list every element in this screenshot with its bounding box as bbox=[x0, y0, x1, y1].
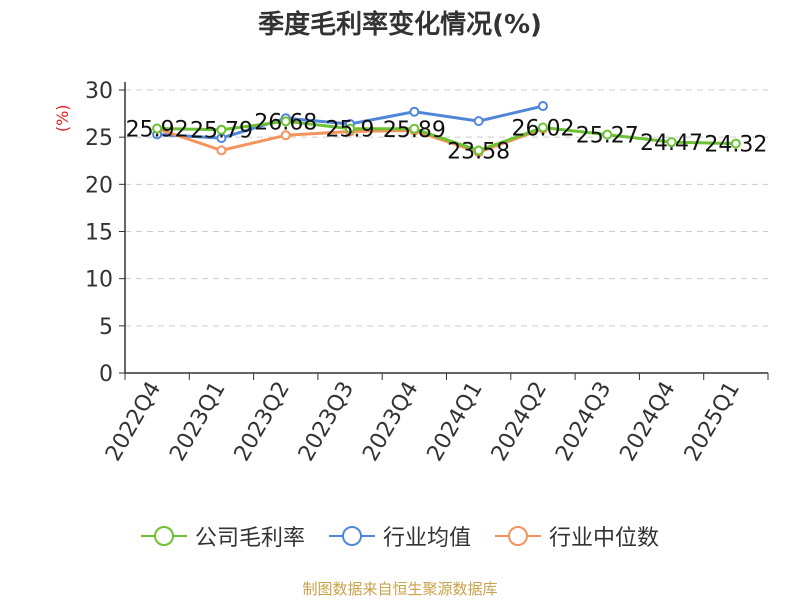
legend-item-industry-mean[interactable]: 行业均值 bbox=[328, 520, 471, 552]
data-point bbox=[473, 145, 484, 156]
data-point bbox=[537, 101, 548, 112]
y-axis-label: (%) bbox=[53, 104, 72, 132]
data-point bbox=[409, 123, 420, 134]
data-point bbox=[216, 124, 227, 135]
legend-label: 公司毛利率 bbox=[194, 526, 305, 551]
legend-line-icon bbox=[328, 526, 375, 546]
data-point bbox=[730, 138, 741, 149]
data-point bbox=[280, 116, 291, 127]
grid-lines bbox=[125, 89, 768, 327]
legend-line-icon bbox=[495, 526, 541, 546]
data-point bbox=[345, 123, 356, 134]
data-point bbox=[409, 106, 420, 117]
y-tick-label: 0 bbox=[99, 362, 113, 387]
y-tick-label: 10 bbox=[85, 268, 113, 293]
y-tick-label: 20 bbox=[85, 173, 113, 198]
data-point bbox=[473, 116, 484, 127]
data-point bbox=[666, 137, 677, 148]
data-point bbox=[602, 129, 613, 140]
x-tick-label: 2024Q3 bbox=[551, 378, 616, 466]
data-label: 25.79 bbox=[190, 119, 253, 144]
data-label: 25.27 bbox=[576, 124, 639, 149]
data-point bbox=[280, 130, 291, 141]
x-tick-label: 2023Q1 bbox=[165, 378, 230, 466]
legend: 公司毛利率 行业均值 行业中位数 bbox=[0, 520, 800, 552]
y-tick-label: 30 bbox=[85, 79, 113, 104]
legend-item-industry-median[interactable]: 行业中位数 bbox=[495, 520, 659, 552]
chart-title: 季度毛利率变化情况(%) bbox=[258, 10, 542, 40]
data-point bbox=[152, 123, 163, 134]
x-tick-label: 2024Q2 bbox=[487, 378, 552, 466]
data-label: 24.47 bbox=[640, 131, 703, 156]
data-label: 25.89 bbox=[383, 118, 446, 143]
x-tick-label: 2023Q3 bbox=[294, 378, 359, 466]
data-point bbox=[216, 145, 227, 156]
data-label: 26.02 bbox=[511, 117, 574, 142]
source-note: 制图数据来自恒生聚源数据库 bbox=[302, 580, 498, 598]
x-tick-label: 2023Q2 bbox=[230, 378, 295, 466]
x-tick-label: 2024Q1 bbox=[423, 378, 488, 466]
legend-item-company[interactable]: 公司毛利率 bbox=[140, 520, 305, 552]
data-label: 24.32 bbox=[704, 133, 767, 158]
legend-line-icon bbox=[140, 526, 187, 546]
data-label: 26.68 bbox=[254, 110, 317, 135]
x-tick-label: 2025Q1 bbox=[680, 378, 745, 466]
y-tick-label: 25 bbox=[85, 126, 113, 151]
series-line bbox=[157, 119, 736, 153]
x-tick-label: 2023Q4 bbox=[358, 378, 423, 466]
y-tick-label: 15 bbox=[85, 221, 113, 246]
data-label: 23.58 bbox=[447, 140, 510, 165]
data-label: 25.92 bbox=[126, 117, 189, 142]
data-point bbox=[537, 122, 548, 133]
data-label: 25.9 bbox=[326, 118, 375, 143]
legend-label: 行业均值 bbox=[382, 526, 471, 551]
x-tick-label: 2024Q4 bbox=[615, 378, 680, 466]
legend-label: 行业中位数 bbox=[549, 526, 660, 551]
y-tick-label: 5 bbox=[99, 315, 113, 340]
x-tick-label: 2022Q4 bbox=[101, 378, 166, 466]
series-lines bbox=[152, 101, 741, 158]
